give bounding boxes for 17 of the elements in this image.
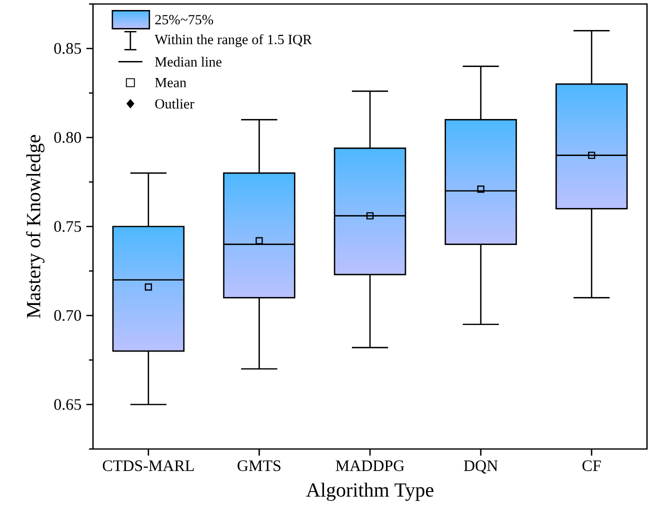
x-tick-label: GMTS: [238, 460, 280, 472]
y-tick-label: 0.70: [54, 310, 82, 321]
x-tick-label: CF: [582, 460, 601, 472]
legend-label: 25%~75%: [155, 14, 214, 24]
annotation: Within the range of 1.5 IQR: [154, 34, 312, 48]
y-tick-label: 0.75: [54, 221, 82, 232]
x-tick-label: MADDPG: [336, 460, 404, 472]
y-tick-label: 0.80: [54, 132, 82, 143]
annotation: Outlier: [155, 98, 194, 109]
x-axis-title: Algorithm Type: [306, 482, 434, 501]
x-tick-label: CTDS-MARL: [102, 460, 194, 472]
y-tick-label: 0.85: [54, 43, 82, 54]
x-tick-label: DQN: [464, 460, 498, 474]
y-axis-title: Mastery of Knowledge: [26, 135, 44, 318]
y-tick-label: 0.65: [54, 399, 82, 410]
annotation: Mean: [155, 78, 186, 88]
annotation: Median line: [155, 56, 222, 67]
